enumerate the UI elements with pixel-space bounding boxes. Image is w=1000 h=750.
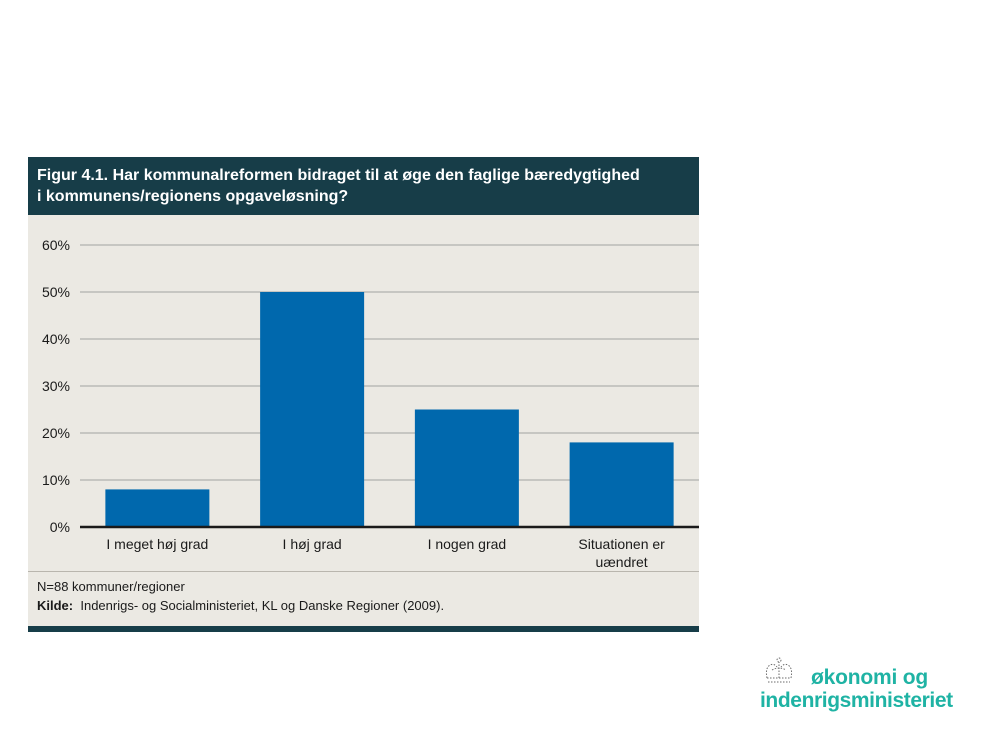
x-tick-label-line: I nogen grad xyxy=(428,536,507,552)
bar xyxy=(569,442,674,527)
figure-title-line-1: Figur 4.1. Har kommunalreformen bidraget… xyxy=(37,167,640,184)
y-tick-label: 20% xyxy=(42,425,70,441)
bar xyxy=(105,489,210,527)
logo-text-line-1: økonomi og xyxy=(811,666,928,689)
ministry-logo: økonomi og indenrigsministeriet xyxy=(756,656,971,716)
bar-chart: 0% 10% 20% 30% 40% 50% 60% I meget høj grad I hø… xyxy=(42,237,699,570)
figure-header: Figur 4.1. Har kommunalreformen bidraget… xyxy=(28,157,699,215)
figure-panel: Figur 4.1. Har kommunalreformen bidraget… xyxy=(28,157,699,632)
y-tick-label: 30% xyxy=(42,378,70,394)
y-tick-label: 10% xyxy=(42,472,70,488)
x-tick-label-line: I meget høj grad xyxy=(106,536,208,552)
bar xyxy=(414,409,519,527)
x-tick-label-line: Situationen er xyxy=(578,536,665,552)
figure-title: Figur 4.1. Har kommunalreformen bidraget… xyxy=(37,165,687,207)
sample-size-note: N=88 kommuner/regioner xyxy=(37,579,185,594)
source-note: Kilde: Indenrigs- og Socialministeriet, … xyxy=(37,598,444,613)
figure-bottom-bar xyxy=(28,626,699,632)
y-tick-label: 60% xyxy=(42,237,70,253)
y-tick-label: 50% xyxy=(42,284,70,300)
figure-footer: N=88 kommuner/regioner Kilde: Indenrigs-… xyxy=(28,571,699,627)
y-tick-label: 40% xyxy=(42,331,70,347)
figure-title-line-2: i kommunens/regionens opgaveløsning? xyxy=(37,188,349,205)
x-tick-label: I meget høj grad xyxy=(106,536,208,552)
y-tick-label: 0% xyxy=(50,519,70,535)
x-tick-label-line: uændret xyxy=(596,554,648,570)
source-label: Kilde: xyxy=(37,598,74,613)
x-tick-label: I høj grad xyxy=(283,536,342,552)
x-tick-label-line: I høj grad xyxy=(283,536,342,552)
x-tick-label: Situationen er uændret xyxy=(578,536,665,570)
bar xyxy=(260,292,365,527)
source-text: Indenrigs- og Socialministeriet, KL og D… xyxy=(80,598,445,613)
x-tick-label: I nogen grad xyxy=(428,536,507,552)
logo-text-line-2: indenrigsministeriet xyxy=(760,689,953,712)
crown-icon xyxy=(765,657,793,683)
